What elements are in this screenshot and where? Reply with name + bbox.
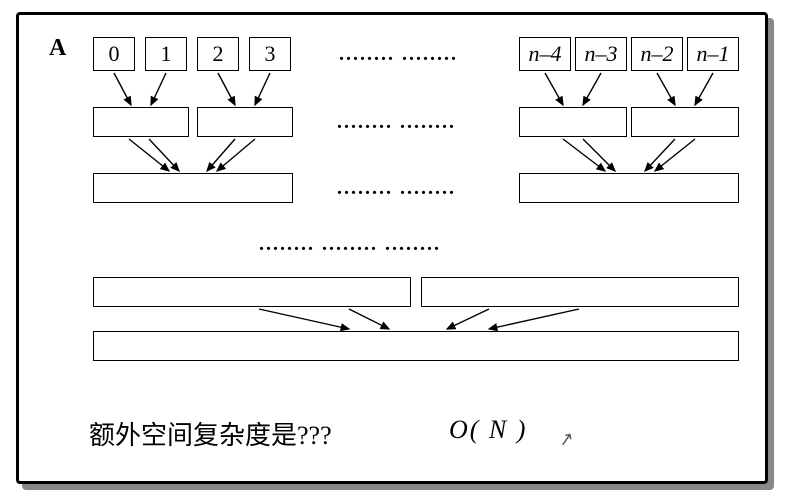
cell-1: 1 <box>145 37 187 71</box>
merge-box-l3 <box>93 173 293 203</box>
cell-0: 0 <box>93 37 135 71</box>
question-text: 额外空间复杂度是??? <box>89 415 332 452</box>
cell-2: 2 <box>197 37 239 71</box>
dots-row2: ........ ........ <box>337 111 456 134</box>
cell-n3: n–3 <box>575 37 627 71</box>
merge-box-full <box>93 331 739 361</box>
diagram-frame: A 0 1 2 3 n–4 n–3 n–2 n–1 ........ .....… <box>16 12 768 484</box>
merge-box-half-l <box>93 277 411 307</box>
mouse-cursor-icon: ↖ <box>557 428 576 451</box>
dots-row3: ........ ........ <box>337 177 456 200</box>
cell-n1: n–1 <box>687 37 739 71</box>
merge-box-l1 <box>93 107 189 137</box>
cell-n2: n–2 <box>631 37 683 71</box>
dots-mid: ........ ........ ........ <box>259 233 441 256</box>
merge-box-r1 <box>519 107 627 137</box>
big-o-text: O( N ) <box>449 415 527 445</box>
merge-box-r2 <box>631 107 739 137</box>
cell-3: 3 <box>249 37 291 71</box>
dots-row1: ........ ........ <box>339 43 458 66</box>
cell-n4: n–4 <box>519 37 571 71</box>
merge-box-r3 <box>519 173 739 203</box>
canvas: A 0 1 2 3 n–4 n–3 n–2 n–1 ........ .....… <box>0 0 789 503</box>
merge-box-half-r <box>421 277 739 307</box>
array-label: A <box>49 35 66 62</box>
merge-box-l2 <box>197 107 293 137</box>
